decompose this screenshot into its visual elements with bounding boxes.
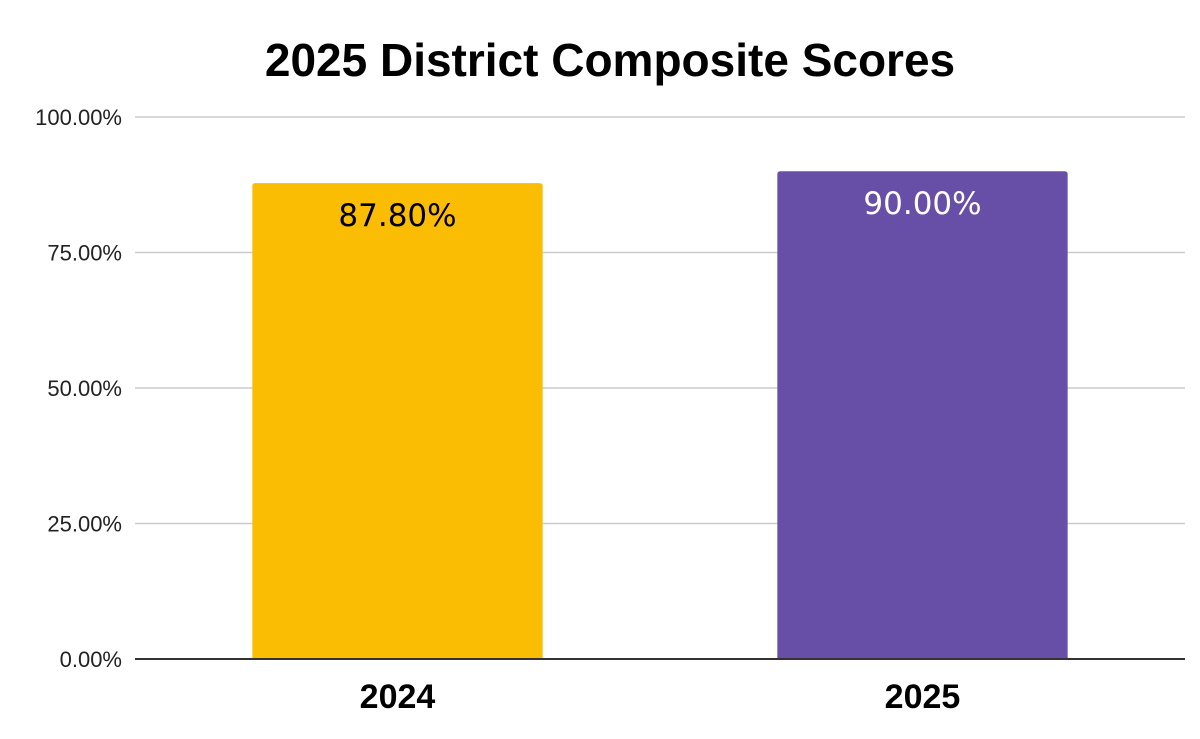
- chart-title: 2025 District Composite Scores: [265, 34, 955, 86]
- bars: [252, 171, 1068, 659]
- y-tick-label: 0.00%: [60, 647, 122, 672]
- x-axis-tick-labels: 2024 2025: [360, 678, 961, 716]
- bar-2024: [252, 183, 543, 659]
- bar-data-label: 87.80%: [338, 198, 456, 234]
- x-tick-label: 2025: [885, 678, 961, 716]
- y-tick-label: 100.00%: [35, 105, 122, 130]
- y-axis-tick-labels: 0.00% 25.00% 50.00% 75.00% 100.00%: [35, 105, 122, 672]
- bar-2025: [777, 171, 1068, 659]
- y-tick-label: 50.00%: [47, 376, 122, 401]
- y-tick-label: 75.00%: [47, 241, 122, 266]
- bar-data-labels: 87.80% 90.00%: [338, 186, 981, 234]
- x-tick-label: 2024: [360, 678, 436, 716]
- bar-data-label: 90.00%: [863, 186, 981, 222]
- y-tick-label: 25.00%: [47, 512, 122, 537]
